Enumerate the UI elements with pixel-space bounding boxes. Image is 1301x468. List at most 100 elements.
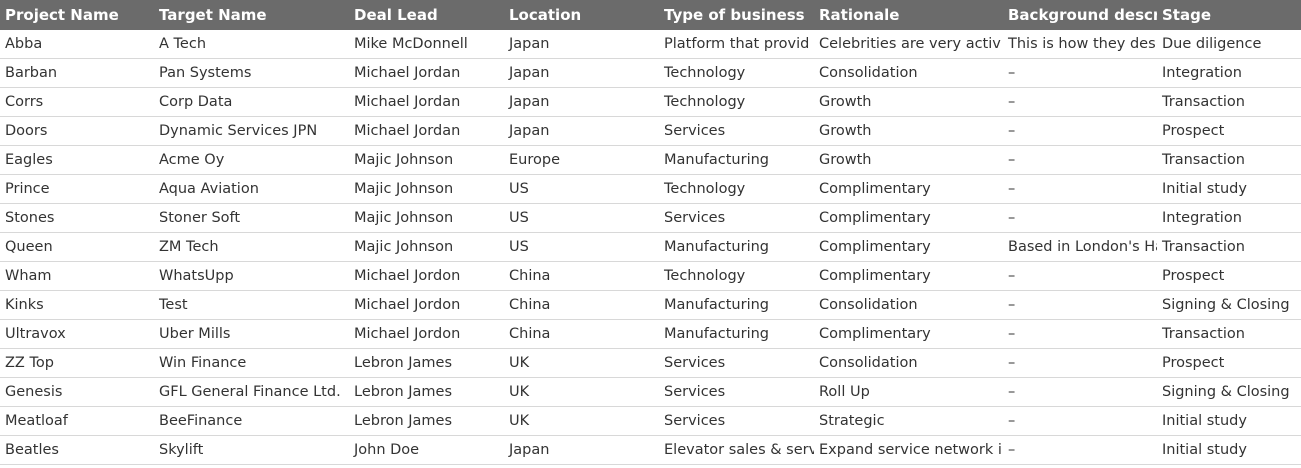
- table-cell: Genesis: [0, 377, 154, 407]
- table-cell: Barban: [0, 58, 154, 88]
- column-header[interactable]: Target Name: [154, 0, 349, 30]
- table-cell: Expand service network i: [814, 435, 1003, 465]
- table-cell: Pan Systems: [154, 58, 349, 88]
- table-cell: Services: [659, 377, 814, 407]
- table-cell: UK: [504, 406, 659, 436]
- table-cell: Eagles: [0, 145, 154, 175]
- table-row[interactable]: Queen ZM Tech Majic Johnson US Manufacturing…: [0, 232, 1301, 262]
- table-row[interactable]: Doors Dynamic Services JPN Michael Jordan J…: [0, 116, 1301, 146]
- table-cell: Prospect: [1157, 261, 1301, 291]
- table-row[interactable]: ZZ Top Win Finance Lebron James UK Services C…: [0, 348, 1301, 378]
- table-cell: Technology: [659, 87, 814, 117]
- table-cell: Japan: [504, 116, 659, 146]
- table-body: Abba A Tech Mike McDonnell Japan Platform th…: [0, 30, 1301, 465]
- table-cell: GFL General Finance Ltd.: [154, 377, 349, 407]
- table-cell: Complimentary: [814, 203, 1003, 233]
- table-cell: Dynamic Services JPN: [154, 116, 349, 146]
- table-cell: Michael Jordan: [349, 58, 504, 88]
- table-cell: Prince: [0, 174, 154, 204]
- table-row[interactable]: Genesis GFL General Finance Ltd. Lebron Ja…: [0, 377, 1301, 407]
- table-cell: Growth: [814, 116, 1003, 146]
- table-cell: Signing & Closing: [1157, 377, 1301, 407]
- table-cell: Michael Jordon: [349, 261, 504, 291]
- table-cell: –: [1003, 348, 1157, 378]
- table-cell: Japan: [504, 58, 659, 88]
- column-header[interactable]: Location: [504, 0, 659, 30]
- table-cell: Technology: [659, 58, 814, 88]
- table-cell: Uber Mills: [154, 319, 349, 349]
- table-cell: Stoner Soft: [154, 203, 349, 233]
- column-header[interactable]: Type of business: [659, 0, 814, 30]
- table-row[interactable]: Kinks Test Michael Jordon China Manufacturin…: [0, 290, 1301, 320]
- table-row[interactable]: Wham WhatsUpp Michael Jordon China Technolog…: [0, 261, 1301, 291]
- table-row[interactable]: Eagles Acme Oy Majic Johnson Europe Manufact…: [0, 145, 1301, 175]
- table-cell: Majic Johnson: [349, 232, 504, 262]
- table-cell: Strategic: [814, 406, 1003, 436]
- table-cell: Beatles: [0, 435, 154, 465]
- column-header[interactable]: Rationale: [814, 0, 1003, 30]
- table-cell: Manufacturing: [659, 319, 814, 349]
- table-cell: Elevator sales & servi: [659, 435, 814, 465]
- table-row[interactable]: Corrs Corp Data Michael Jordan Japan Technol…: [0, 87, 1301, 117]
- table-cell: Corrs: [0, 87, 154, 117]
- table-row[interactable]: Beatles Skylift John Doe Japan Elevator sale…: [0, 435, 1301, 465]
- column-header[interactable]: Deal Lead: [349, 0, 504, 30]
- table-cell: –: [1003, 87, 1157, 117]
- table-cell: Complimentary: [814, 319, 1003, 349]
- table-row[interactable]: Meatloaf BeeFinance Lebron James UK Services…: [0, 406, 1301, 436]
- table-cell: Due diligence: [1157, 30, 1301, 59]
- table-cell: Integration: [1157, 58, 1301, 88]
- column-header[interactable]: Stage: [1157, 0, 1301, 30]
- table-cell: Transaction: [1157, 145, 1301, 175]
- table-cell: Mike McDonnell: [349, 30, 504, 59]
- table-cell: Majic Johnson: [349, 203, 504, 233]
- table-cell: Michael Jordon: [349, 290, 504, 320]
- table-cell: Manufacturing: [659, 232, 814, 262]
- table-cell: Europe: [504, 145, 659, 175]
- table-cell: Stones: [0, 203, 154, 233]
- table-cell: Growth: [814, 145, 1003, 175]
- table-row[interactable]: Prince Aqua Aviation Majic Johnson US Techno…: [0, 174, 1301, 204]
- table-cell: Integration: [1157, 203, 1301, 233]
- table-cell: Win Finance: [154, 348, 349, 378]
- table-row[interactable]: Barban Pan Systems Michael Jordan Japan Tech…: [0, 58, 1301, 88]
- table-cell: China: [504, 261, 659, 291]
- table-cell: This is how they des: [1003, 30, 1157, 59]
- table-cell: Services: [659, 406, 814, 436]
- table-cell: Transaction: [1157, 232, 1301, 262]
- table-cell: Consolidation: [814, 290, 1003, 320]
- table-cell: US: [504, 232, 659, 262]
- table-cell: Japan: [504, 435, 659, 465]
- table-cell: Platform that provid: [659, 30, 814, 59]
- table-cell: Complimentary: [814, 174, 1003, 204]
- column-header[interactable]: Project Name: [0, 0, 154, 30]
- column-header[interactable]: Background descr: [1003, 0, 1157, 30]
- table-cell: Signing & Closing: [1157, 290, 1301, 320]
- table-cell: Kinks: [0, 290, 154, 320]
- table-cell: Doors: [0, 116, 154, 146]
- table-cell: UK: [504, 348, 659, 378]
- table-cell: –: [1003, 203, 1157, 233]
- table-row[interactable]: Stones Stoner Soft Majic Johnson US Services…: [0, 203, 1301, 233]
- table-cell: Prospect: [1157, 116, 1301, 146]
- table-cell: Technology: [659, 261, 814, 291]
- table-cell: Skylift: [154, 435, 349, 465]
- table-cell: –: [1003, 377, 1157, 407]
- table-cell: A Tech: [154, 30, 349, 59]
- table-cell: Transaction: [1157, 87, 1301, 117]
- table-cell: –: [1003, 435, 1157, 465]
- table-row[interactable]: Abba A Tech Mike McDonnell Japan Platform th…: [0, 30, 1301, 59]
- table-cell: Lebron James: [349, 406, 504, 436]
- table-cell: Corp Data: [154, 87, 349, 117]
- table-cell: Initial study: [1157, 174, 1301, 204]
- table-cell: Services: [659, 116, 814, 146]
- table-cell: UK: [504, 377, 659, 407]
- table-cell: Japan: [504, 30, 659, 59]
- table-cell: Meatloaf: [0, 406, 154, 436]
- table-cell: Consolidation: [814, 348, 1003, 378]
- table-cell: Complimentary: [814, 261, 1003, 291]
- table-cell: Manufacturing: [659, 145, 814, 175]
- table-row[interactable]: Ultravox Uber Mills Michael Jordon China Man…: [0, 319, 1301, 349]
- table-cell: Roll Up: [814, 377, 1003, 407]
